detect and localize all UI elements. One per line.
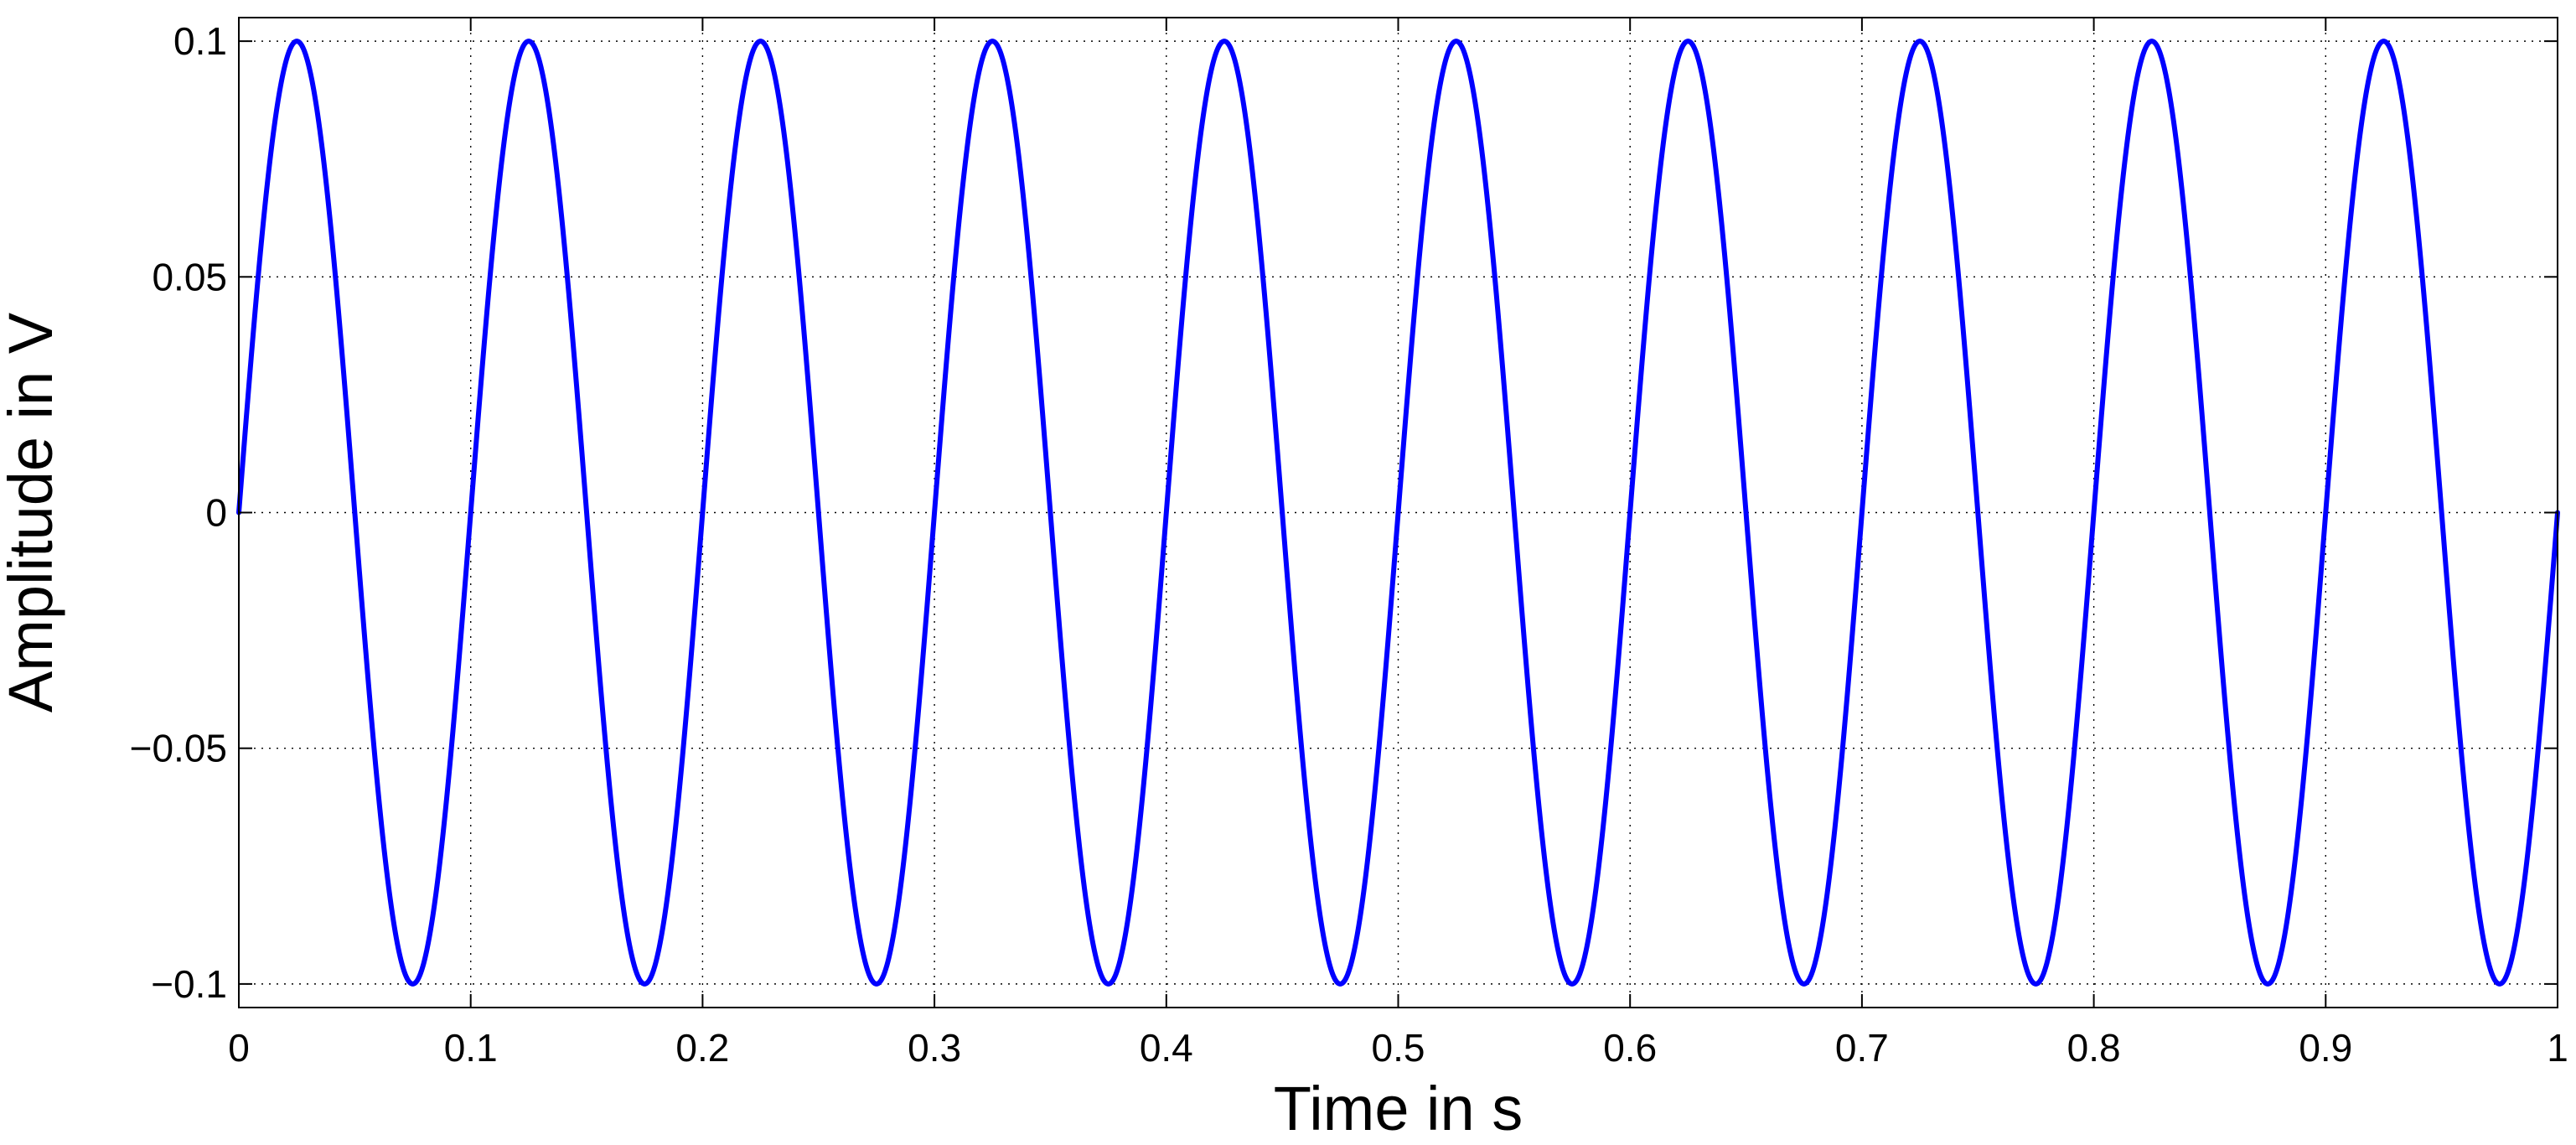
y-tick-label: 0.05 xyxy=(152,255,227,298)
series-layer xyxy=(236,39,2560,987)
x-tick-label: 0.5 xyxy=(1372,1026,1425,1070)
x-tick-label: 1 xyxy=(2547,1026,2568,1070)
x-tick-label: 0.9 xyxy=(2299,1026,2352,1070)
axis-ticks xyxy=(238,18,2558,1008)
x-tick-label: 0.8 xyxy=(2067,1026,2121,1070)
x-tick-label: 0.2 xyxy=(675,1026,729,1070)
y-tick-label: −0.05 xyxy=(130,727,227,770)
x-tick-label: 0.6 xyxy=(1603,1026,1657,1070)
y-tick-label: 0.1 xyxy=(173,19,227,63)
y-tick-label: −0.1 xyxy=(151,962,227,1006)
x-tick-labels: 0 0.1 0.2 0.3 0.4 0.5 0.6 0.7 0.8 0.9 1 xyxy=(228,1026,2568,1070)
y-tick-labels: −0.1 −0.05 0 0.05 0.1 xyxy=(130,19,227,1006)
x-tick-label: 0.1 xyxy=(444,1026,498,1070)
series-line xyxy=(236,39,2560,987)
x-tick-label: 0.3 xyxy=(908,1026,961,1070)
y-axis-label: Amplitude in V xyxy=(0,312,65,712)
y-tick-label: 0 xyxy=(205,491,227,535)
x-tick-label: 0.7 xyxy=(1835,1026,1889,1070)
x-tick-label: 0.4 xyxy=(1140,1026,1193,1070)
grid-lines xyxy=(239,18,2558,1008)
x-tick-label: 0 xyxy=(228,1026,250,1070)
x-axis-label: Time in s xyxy=(1274,1074,1523,1143)
